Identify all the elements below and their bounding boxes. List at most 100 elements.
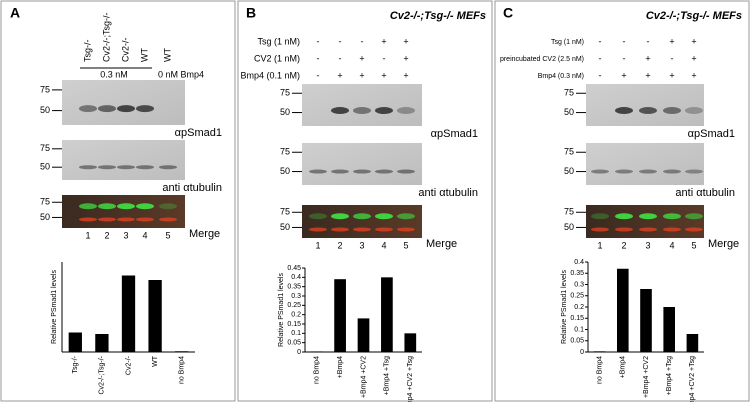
y-tick-label: 0.35 — [287, 284, 301, 291]
x-tick-label: no Bmp4 — [596, 356, 603, 384]
band — [136, 203, 154, 210]
y-tick-label: 0.1 — [574, 326, 584, 333]
merge-blot — [302, 205, 422, 238]
x-tick-label: +Bmp4 +CV2 +Tsg — [689, 356, 696, 402]
treatment-sign: - — [339, 53, 342, 63]
band — [591, 169, 609, 174]
x-tick-label: Cv2-/- — [125, 355, 132, 375]
bar — [121, 275, 136, 352]
treatment-sign: - — [599, 36, 602, 46]
lane-number: 3 — [359, 240, 364, 250]
panel-border — [237, 0, 493, 402]
merge-blot — [586, 205, 704, 238]
bar — [617, 268, 629, 352]
band — [615, 169, 633, 174]
y-tick-label: 0.1 — [291, 330, 301, 337]
y-tick-label: 0.35 — [570, 270, 584, 277]
lane-number: 1 — [597, 240, 602, 250]
panel-title: Cv2-/-;Tsg-/- MEFs — [390, 10, 486, 22]
band — [79, 105, 97, 113]
bar — [381, 277, 393, 352]
marker-label: 50 — [280, 222, 290, 232]
treatment-sign: + — [359, 53, 364, 63]
x-tick-label: Tsg-/- — [72, 355, 79, 373]
treatment-sign: - — [317, 70, 320, 80]
treatment-sign: - — [671, 53, 674, 63]
band — [309, 169, 327, 174]
column-label: Tsg-/- — [82, 39, 92, 62]
marker-label: 50 — [280, 166, 290, 176]
band — [615, 107, 633, 115]
y-tick-label: 0.4 — [291, 274, 301, 281]
column-label: Cv2-/-;Tsg-/- — [101, 12, 111, 62]
treatment-sign: - — [383, 53, 386, 63]
treatment-sign: + — [669, 36, 674, 46]
band — [685, 107, 703, 115]
blot — [302, 143, 422, 185]
column-label: WT — [139, 48, 149, 62]
band — [79, 217, 97, 222]
band — [136, 165, 154, 170]
y-axis-label: Relative PSmad1 levels — [278, 273, 285, 347]
band — [591, 213, 609, 220]
panel-border — [494, 0, 750, 402]
band — [159, 217, 177, 222]
panel-title: Cv2-/-;Tsg-/- MEFs — [646, 10, 742, 22]
band — [331, 213, 349, 220]
blot — [62, 80, 185, 125]
lane-number: 5 — [403, 240, 408, 250]
bar — [593, 351, 606, 352]
band — [375, 213, 393, 220]
y-tick-label: 0.3 — [291, 293, 301, 300]
bar — [640, 289, 652, 352]
blot-label: Merge — [708, 238, 739, 250]
blot — [586, 143, 704, 185]
blot-label: αpSmad1 — [431, 128, 478, 140]
treatment-sign: - — [623, 53, 626, 63]
band — [685, 213, 703, 220]
lane-number: 2 — [104, 230, 109, 240]
y-tick-label: 0.05 — [570, 338, 584, 345]
bar — [148, 280, 162, 352]
treatment-sign: + — [337, 70, 342, 80]
treatment-sign: - — [339, 36, 342, 46]
panel-letter: B — [246, 5, 256, 21]
lane-number: 4 — [669, 240, 674, 250]
x-tick-label: +Bmp4 +Tsg — [666, 356, 673, 395]
marker-label: 50 — [40, 105, 50, 115]
marker-label: 50 — [564, 166, 574, 176]
marker-label: 75 — [40, 84, 50, 94]
blot-label: αpSmad1 — [175, 127, 222, 139]
marker-label: 75 — [40, 197, 50, 207]
marker-label: 50 — [280, 107, 290, 117]
x-tick-label: +Bmp4 +CV2 — [643, 356, 650, 398]
lane-number: 1 — [85, 230, 90, 240]
band — [331, 227, 349, 232]
blot-label: anti αtubulin — [162, 182, 222, 194]
treatment-sign: + — [403, 53, 408, 63]
band — [159, 165, 177, 170]
treatment-name: Bmp4 (0.3 nM) — [538, 73, 584, 80]
marker-label: 75 — [564, 147, 574, 157]
treatment-name: CV2 (1 nM) — [254, 53, 300, 63]
dose-label: 0.3 nM — [100, 69, 128, 79]
marker-label: 75 — [564, 207, 574, 217]
panel-letter: A — [10, 5, 20, 21]
marker-label: 50 — [40, 212, 50, 222]
treatment-sign: + — [403, 36, 408, 46]
band — [79, 165, 97, 170]
blot-label: αpSmad1 — [688, 128, 735, 140]
band — [663, 227, 681, 232]
lane-number: 3 — [123, 230, 128, 240]
band — [685, 227, 703, 232]
x-tick-label: +Bmp4 +CV2 +Tsg — [407, 356, 414, 402]
marker-label: 75 — [280, 207, 290, 217]
band — [331, 107, 349, 115]
band — [639, 169, 657, 174]
y-tick-label: 0.15 — [570, 315, 584, 322]
band — [309, 213, 327, 220]
y-tick-label: 0.15 — [287, 321, 301, 328]
band — [159, 203, 177, 210]
treatment-sign: + — [645, 70, 650, 80]
panel-border — [0, 0, 236, 402]
